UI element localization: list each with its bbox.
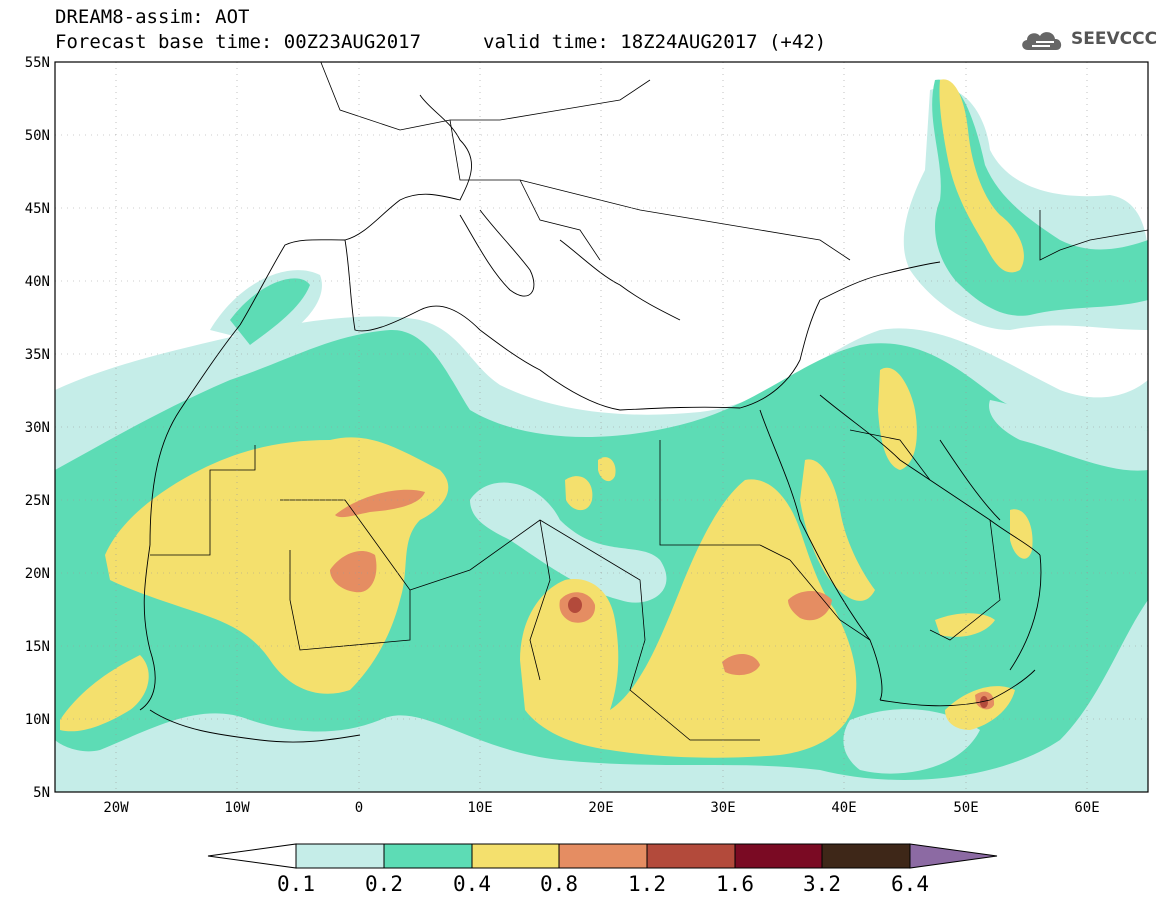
logo-text: SEEVCCC <box>1071 29 1158 49</box>
latitude-labels: 55N 50N 45N 40N 35N 30N 25N 20N 15N 10N … <box>25 55 50 801</box>
colorbar-label: 3.2 <box>803 872 841 896</box>
lat-label: 45N <box>25 201 50 217</box>
colorbar-segment-1.2 <box>646 843 736 869</box>
lat-label: 55N <box>25 55 50 71</box>
colorbar-segment-below-0.1 <box>207 843 297 869</box>
aot-contour-0.4 <box>1010 509 1033 559</box>
aot-contour-1.2 <box>568 597 582 613</box>
aot-contour-0.4 <box>565 476 593 511</box>
aot-contour-0.4 <box>935 613 995 637</box>
colorbar-segment-0.8 <box>558 843 648 869</box>
colorbar-segment-0.2 <box>383 843 473 869</box>
aot-contour-0.4 <box>878 367 917 470</box>
colorbar-label: 0.1 <box>277 872 315 896</box>
lat-label: 15N <box>25 639 50 655</box>
aot-contour-0.4 <box>800 459 875 601</box>
colorbar <box>207 843 998 869</box>
lat-label: 5N <box>33 785 50 801</box>
aot-contour-1.2 <box>980 696 988 708</box>
colorbar-label: 0.8 <box>540 872 578 896</box>
valid-time: valid time: 18Z24AUG2017 (+42) <box>483 31 827 53</box>
aot-contour-0.1 <box>989 400 1148 471</box>
lat-label: 40N <box>25 274 50 290</box>
colorbar-segment-3.2 <box>821 843 911 869</box>
aot-contour-0.2 <box>230 278 310 345</box>
colorbar-label: 6.4 <box>891 872 929 896</box>
lat-label: 20N <box>25 566 50 582</box>
map-title: DREAM8-assim: AOT <box>55 6 250 28</box>
aot-contour-0.8 <box>335 489 425 518</box>
longitude-labels: 20W 10W 0 10E 20E 30E 40E 50E 60E <box>103 800 1099 816</box>
forecast-base-time: Forecast base time: 00Z23AUG2017 <box>55 31 422 53</box>
lat-label: 35N <box>25 347 50 363</box>
aot-contour-0.4 <box>939 79 1024 273</box>
colorbar-segment-above-6.4 <box>909 843 998 869</box>
seevccc-logo: SEEVCCC <box>1018 26 1158 54</box>
aot-contour-0.8 <box>788 591 832 621</box>
colorbar-label: 1.6 <box>716 872 754 896</box>
lon-label: 10W <box>224 800 250 816</box>
colorbar-label: 0.4 <box>453 872 491 896</box>
aot-contour-0.4 <box>598 457 616 482</box>
colorbar-label: 1.2 <box>628 872 666 896</box>
lat-label: 50N <box>25 128 50 144</box>
lon-label: 60E <box>1074 800 1099 816</box>
aot-contour-0.2 <box>932 79 1148 316</box>
aot-contour-0.4 <box>60 655 149 732</box>
colorbar-segment-1.6 <box>734 843 823 869</box>
lon-label: 40E <box>831 800 856 816</box>
aot-contour-0.1 <box>470 482 667 603</box>
colorbar-label: 0.2 <box>365 872 403 896</box>
lon-label: 0 <box>355 800 363 816</box>
aot-field <box>55 79 1148 792</box>
lat-label: 30N <box>25 420 50 436</box>
coastlines <box>139 94 1042 743</box>
country-borders <box>150 62 1148 741</box>
lon-label: 20E <box>588 800 613 816</box>
lon-label: 50E <box>953 800 978 816</box>
colorbar-segment-0.4 <box>471 843 560 869</box>
lat-label: 10N <box>25 712 50 728</box>
aot-contour-0.4 <box>520 479 857 758</box>
aot-contour-0.8 <box>330 550 377 593</box>
lon-label: 30E <box>710 800 735 816</box>
map-frame <box>54 61 1149 793</box>
colorbar-segment-0.1 <box>295 843 385 869</box>
graticule <box>55 62 1148 792</box>
cloud-icon <box>1022 32 1062 50</box>
aot-contour-0.1 <box>843 709 980 774</box>
aot-contour-0.4 <box>945 686 1015 730</box>
aot-contour-0.8 <box>722 654 760 676</box>
lon-label: 20W <box>103 800 129 816</box>
lon-label: 10E <box>467 800 492 816</box>
lat-label: 25N <box>25 493 50 509</box>
